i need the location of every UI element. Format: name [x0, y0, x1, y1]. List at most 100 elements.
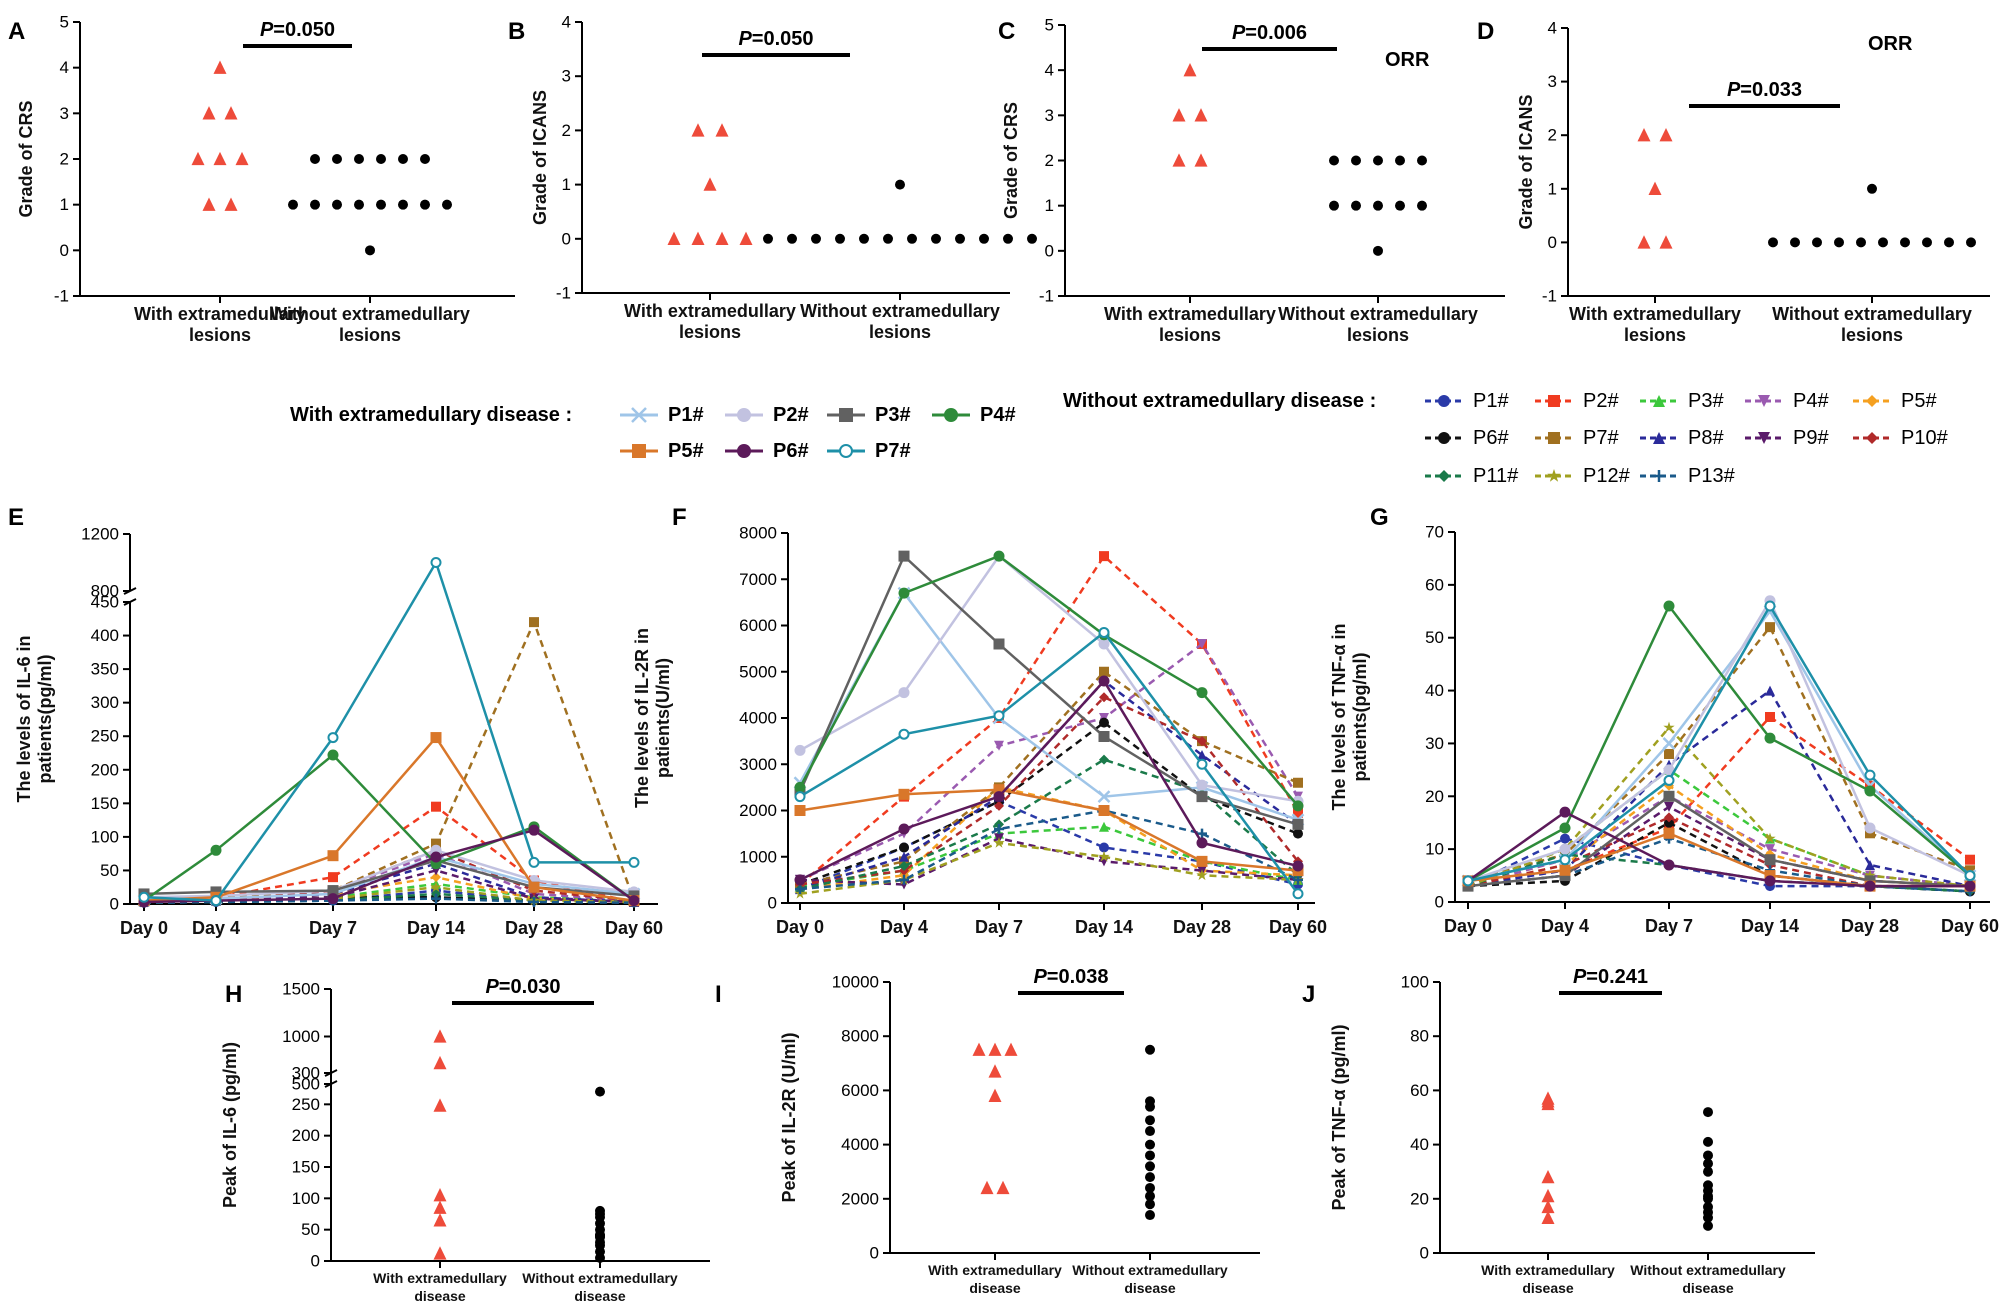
x-category-label: With extramedullary: [134, 304, 306, 324]
line-marker: [1292, 800, 1304, 812]
p-value-label: P=0.050: [260, 19, 335, 41]
y-tick-label: 300: [91, 693, 119, 712]
x-tick-label: Day 4: [192, 918, 240, 938]
series-line-without-P10#: [799, 695, 1299, 886]
line-marker: [1765, 712, 1775, 722]
series-line-with-P2#: [1467, 597, 1971, 883]
x-category-label: Without extramedullary: [1630, 1262, 1786, 1278]
line-marker: [1196, 869, 1208, 881]
y-tick-label: 4000: [739, 709, 777, 728]
line-marker: [327, 732, 339, 744]
series-line-with-P1#: [798, 590, 1299, 821]
circle-point: [1867, 183, 1877, 194]
line-marker: [1758, 432, 1770, 444]
x-category-label: With extramedullary: [1104, 304, 1276, 324]
line-marker: [1864, 769, 1876, 781]
line-marker: [529, 896, 539, 907]
y-tick-label: 0: [311, 1252, 320, 1271]
x-category-label: lesions: [1624, 325, 1686, 345]
series-line-with-P3#: [798, 553, 1299, 826]
y-tick-label: 7000: [739, 570, 777, 589]
line-marker: [993, 710, 1005, 722]
x-category-label: lesions: [1347, 325, 1409, 345]
legend-with-title: With extramedullary disease :: [290, 404, 572, 426]
p-value-prefix: P: [1573, 966, 1587, 988]
y-tick-label: 4: [1548, 19, 1557, 38]
line-marker: [993, 550, 1005, 562]
triangle-point: [433, 1213, 447, 1227]
circle-point: [1145, 1126, 1155, 1137]
triangle-point: [1172, 153, 1186, 167]
series-line-without-P8#: [799, 679, 1299, 891]
line-marker: [993, 638, 1005, 650]
triangle-point: [433, 1246, 447, 1260]
line-marker: [1765, 844, 1775, 855]
y-tick-label: 200: [292, 1126, 320, 1145]
p-value-prefix: P: [1232, 22, 1246, 44]
y-tick-label: 0: [1045, 241, 1054, 260]
triangle-point: [1194, 108, 1208, 122]
line-marker: [898, 687, 910, 699]
line-panel-F: 0 1000 2000 3000 4000 5000 6000 7000 8000 The lev…: [632, 524, 1327, 938]
line-panel-G: 0 10 20 30 40 50 60 70 The levels of TNF-α inpat…: [1329, 523, 1999, 937]
triangle-point: [202, 197, 216, 211]
line-marker: [528, 881, 540, 893]
circle-point: [442, 199, 452, 210]
y-tick-label: 4: [1045, 61, 1054, 80]
y-tick-label: 1000: [282, 1027, 320, 1046]
x-category-label: Without extramedullary: [1772, 304, 1972, 324]
triangle-point: [972, 1042, 986, 1056]
y-tick-label: 800: [91, 582, 119, 601]
y-axis-label-line: Peak of IL-6 (pg/ml): [220, 1042, 240, 1208]
circle-point: [1145, 1101, 1155, 1112]
x-tick-label: Day 28: [505, 918, 563, 938]
line-marker: [1559, 864, 1571, 876]
series-line-without-P13#: [143, 897, 635, 904]
triangle-point: [996, 1180, 1010, 1195]
circle-point: [595, 1252, 605, 1263]
triangle-point: [691, 123, 705, 137]
y-tick-label: 200: [91, 760, 119, 779]
triangle-point: [224, 106, 238, 120]
line-marker: [898, 823, 910, 835]
y-tick-label: 100: [1401, 973, 1429, 992]
triangle-point: [691, 231, 705, 245]
y-tick-label: 250: [292, 1095, 320, 1114]
y-tick-label: 10: [1425, 840, 1444, 859]
circle-point: [1145, 1210, 1155, 1221]
line-marker: [1098, 805, 1110, 816]
line-marker: [1865, 860, 1875, 870]
triangle-point: [213, 60, 227, 74]
line-marker: [737, 408, 751, 422]
line-marker: [1547, 469, 1561, 482]
circle-point: [787, 233, 797, 244]
circle-point: [931, 233, 941, 244]
circle-point: [1856, 237, 1866, 248]
p-value-text: =0.241: [1586, 966, 1648, 988]
triangle-point: [433, 1098, 447, 1112]
y-tick-label: 5000: [739, 662, 777, 681]
line-marker: [327, 850, 339, 862]
scatter-panel-J: 0 20 40 60 80 100 Peak of TNF-α (pg/ml) With ex…: [1329, 966, 1815, 1296]
y-axis-label: The levels of IL-6 inpatients(pg/ml): [14, 635, 55, 802]
line-marker: [1196, 758, 1208, 770]
circle-point: [354, 154, 364, 164]
series-line-with-P7#: [799, 630, 1300, 895]
p-value-label: P=0.241: [1573, 966, 1648, 988]
line-marker: [1965, 854, 1975, 865]
circle-point: [1395, 200, 1405, 211]
y-tick-label: -1: [54, 287, 69, 306]
line-marker: [431, 872, 441, 883]
line-marker: [1653, 432, 1665, 444]
x-category-label: With extramedullary: [1569, 304, 1741, 324]
circle-point: [1329, 200, 1339, 211]
circle-point: [398, 199, 408, 210]
series-line-with-P4#: [143, 753, 635, 902]
line-marker: [899, 851, 909, 862]
x-tick-label: Day 4: [880, 917, 928, 937]
y-axis-label-line: Grade of ICANS: [1516, 94, 1536, 229]
x-category-label: disease: [1124, 1280, 1176, 1296]
legend-item-label: P1#: [668, 404, 704, 426]
